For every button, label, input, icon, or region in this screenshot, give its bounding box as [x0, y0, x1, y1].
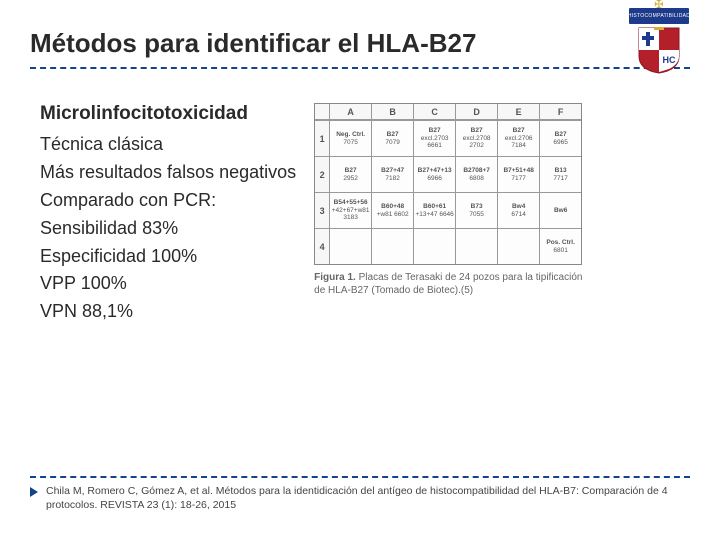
- grid-cell: B60+61+13+47 6646: [413, 192, 455, 228]
- grid-col-header: D: [455, 104, 497, 120]
- grid-col-header: C: [413, 104, 455, 120]
- grid-cell: [413, 228, 455, 264]
- bullet-line: Técnica clásica: [40, 131, 296, 159]
- bullet-line: Comparado con PCR:: [40, 187, 296, 215]
- grid-cell: B27excl.2706 7184: [497, 120, 539, 156]
- bullet-line: VPN 88,1%: [40, 298, 296, 326]
- grid-row-header: 4: [315, 228, 329, 264]
- grid-col-header: E: [497, 104, 539, 120]
- footer: Chila M, Romero C, Gómez A, et al. Métod…: [30, 476, 690, 512]
- arrow-icon: [30, 487, 38, 497]
- content-row: Microlinfocitotoxicidad Técnica clásica …: [30, 103, 690, 326]
- grid-col-header: A: [329, 104, 371, 120]
- grid-cell: B60+48+w81 6602: [371, 192, 413, 228]
- grid-cell: Bw46714: [497, 192, 539, 228]
- footer-row: Chila M, Romero C, Gómez A, et al. Métod…: [30, 484, 690, 512]
- title-divider: [30, 67, 690, 69]
- slide-container: HISTOCOMPATIBILIDAD HC Métodos para iden…: [0, 0, 720, 540]
- grid-cell: B7+51+487177: [497, 156, 539, 192]
- logo-banner: HISTOCOMPATIBILIDAD: [629, 8, 689, 24]
- logo-shield: HC: [637, 26, 681, 74]
- grid-cell: [371, 228, 413, 264]
- grid-cell: B737055: [455, 192, 497, 228]
- bullet-line: VPP 100%: [40, 270, 296, 298]
- grid-cell: Bw6: [539, 192, 581, 228]
- grid-cell: [329, 228, 371, 264]
- grid-cell: [497, 228, 539, 264]
- slide-title: Métodos para identificar el HLA-B27: [30, 28, 690, 59]
- grid-col-header: F: [539, 104, 581, 120]
- grid-cell: [455, 228, 497, 264]
- grid-cell: B54+55+56+42+67+w81 3183: [329, 192, 371, 228]
- grid-cell: B27excl.2703 6661: [413, 120, 455, 156]
- citation-text: Chila M, Romero C, Gómez A, et al. Métod…: [46, 484, 690, 512]
- text-column: Microlinfocitotoxicidad Técnica clásica …: [30, 103, 296, 326]
- terasaki-plate-grid: ABCDEF 1Neg. Ctrl.7075B277079B27excl.2703…: [314, 103, 582, 265]
- bullet-line: Especificidad 100%: [40, 243, 296, 271]
- bullet-line: Más resultados falsos negativos: [40, 159, 296, 187]
- grid-cell: Neg. Ctrl.7075: [329, 120, 371, 156]
- grid-cell: B276965: [539, 120, 581, 156]
- grid-row-header: 3: [315, 192, 329, 228]
- grid-row-header: 1: [315, 120, 329, 156]
- grid-cell: B27+47+136966: [413, 156, 455, 192]
- grid-cell: B2708+76808: [455, 156, 497, 192]
- caption-label: Figura 1.: [314, 272, 356, 283]
- grid-cell: B137717: [539, 156, 581, 192]
- footer-divider: [30, 476, 690, 478]
- svg-text:HC: HC: [663, 55, 676, 65]
- grid-corner: [315, 104, 329, 120]
- figure-caption: Figura 1. Placas de Terasaki de 24 pozos…: [314, 271, 584, 297]
- grid-cell: B277079: [371, 120, 413, 156]
- grid-row-header: 2: [315, 156, 329, 192]
- grid-cell: B272952: [329, 156, 371, 192]
- figure-column: ABCDEF 1Neg. Ctrl.7075B277079B27excl.2703…: [314, 103, 690, 297]
- grid-cell: B27+477182: [371, 156, 413, 192]
- grid-cell: B27excl.2708 2702: [455, 120, 497, 156]
- bullet-line: Sensibilidad 83%: [40, 215, 296, 243]
- grid-cell: Pos. Ctrl.6801: [539, 228, 581, 264]
- grid-col-header: B: [371, 104, 413, 120]
- method-subtitle: Microlinfocitotoxicidad: [40, 103, 296, 125]
- institution-logo: HISTOCOMPATIBILIDAD HC: [626, 8, 692, 84]
